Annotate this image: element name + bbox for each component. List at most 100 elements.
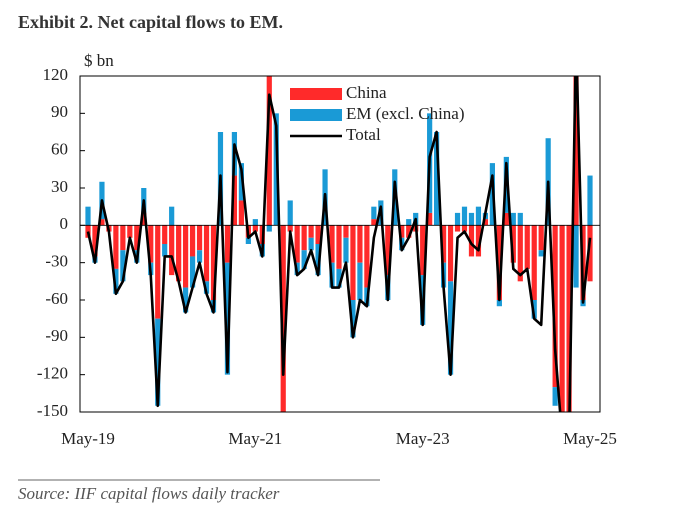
bar bbox=[420, 225, 426, 276]
bar bbox=[134, 225, 140, 251]
bar bbox=[287, 200, 293, 226]
y-tick-label: 60 bbox=[51, 140, 68, 159]
bar bbox=[336, 225, 342, 269]
bar bbox=[559, 225, 565, 412]
chart-title: Exhibit 2. Net capital flows to EM. bbox=[18, 12, 283, 32]
bar bbox=[468, 212, 475, 226]
bar bbox=[287, 225, 293, 232]
source-note: Source: IIF capital flows daily tracker bbox=[18, 484, 280, 503]
bar bbox=[210, 225, 217, 300]
bar bbox=[203, 281, 210, 294]
bar bbox=[252, 219, 258, 226]
bar bbox=[406, 225, 412, 238]
bar bbox=[587, 175, 593, 226]
bar bbox=[343, 225, 349, 238]
bar bbox=[461, 206, 468, 226]
bar bbox=[113, 268, 119, 294]
bar bbox=[162, 225, 168, 244]
bar bbox=[155, 225, 161, 319]
bar bbox=[343, 237, 349, 263]
plot-frame bbox=[79, 75, 601, 413]
bar bbox=[552, 387, 558, 406]
legend-swatch bbox=[290, 109, 342, 121]
bar bbox=[301, 225, 307, 251]
y-tick-label: -60 bbox=[45, 289, 68, 308]
bar bbox=[427, 212, 433, 226]
bar bbox=[127, 225, 133, 238]
bar bbox=[447, 225, 454, 282]
bar bbox=[357, 262, 363, 300]
y-tick-label: 90 bbox=[51, 102, 68, 121]
bar bbox=[385, 225, 391, 276]
bar bbox=[308, 225, 314, 238]
bar bbox=[315, 244, 321, 276]
y-tick-label: -150 bbox=[37, 401, 68, 420]
bar bbox=[148, 225, 154, 263]
bar bbox=[454, 212, 461, 226]
bar bbox=[183, 225, 189, 288]
bar bbox=[475, 225, 482, 257]
bar bbox=[461, 225, 468, 232]
bar bbox=[496, 225, 502, 300]
bar bbox=[440, 225, 447, 263]
legend-label: Total bbox=[346, 125, 381, 144]
bar bbox=[399, 225, 405, 238]
y-tick-label: 120 bbox=[43, 65, 69, 84]
bar bbox=[203, 225, 210, 282]
bar bbox=[371, 206, 377, 220]
bar bbox=[468, 225, 475, 257]
bar bbox=[510, 212, 516, 226]
x-tick-label: May-23 bbox=[396, 429, 450, 448]
x-tick-label: May-25 bbox=[563, 429, 617, 448]
y-tick-label: 0 bbox=[60, 214, 69, 233]
bar bbox=[434, 132, 440, 226]
bar bbox=[169, 225, 175, 276]
bar bbox=[336, 268, 342, 288]
bar bbox=[266, 225, 272, 232]
bar bbox=[538, 250, 544, 257]
bar bbox=[183, 287, 189, 313]
bar bbox=[120, 250, 126, 282]
y-tick-label: -120 bbox=[37, 364, 68, 383]
bar bbox=[364, 225, 370, 288]
bar bbox=[566, 225, 572, 412]
bar bbox=[350, 225, 356, 300]
bar bbox=[196, 250, 203, 263]
bar bbox=[196, 225, 203, 251]
bar bbox=[141, 212, 147, 226]
bar bbox=[162, 244, 168, 257]
bar bbox=[231, 175, 238, 226]
bar bbox=[552, 225, 558, 388]
bar bbox=[510, 225, 516, 263]
bar bbox=[315, 225, 321, 244]
bar bbox=[350, 300, 356, 338]
bar bbox=[538, 225, 544, 251]
bar bbox=[503, 212, 509, 226]
bar bbox=[587, 225, 593, 282]
bar bbox=[92, 225, 98, 257]
bar bbox=[224, 225, 231, 263]
bar bbox=[517, 225, 523, 282]
x-tick-label: May-21 bbox=[228, 429, 282, 448]
legend-label: EM (excl. China) bbox=[346, 104, 465, 123]
y-axis-label: $ bn bbox=[84, 51, 114, 70]
bar bbox=[531, 225, 537, 300]
bar bbox=[308, 237, 314, 251]
y-tick-label: -30 bbox=[45, 252, 68, 271]
bar bbox=[406, 219, 412, 226]
bar bbox=[189, 225, 196, 257]
bar bbox=[120, 225, 126, 251]
plot-area bbox=[80, 76, 600, 412]
bar bbox=[482, 219, 489, 226]
legend-label: China bbox=[346, 83, 387, 102]
bar bbox=[573, 76, 579, 226]
bar bbox=[447, 281, 454, 375]
bar bbox=[357, 225, 363, 263]
bar bbox=[280, 225, 286, 412]
bar bbox=[496, 300, 502, 307]
bar bbox=[238, 200, 244, 226]
y-tick-label: 30 bbox=[51, 177, 68, 196]
bar bbox=[99, 219, 105, 226]
bar bbox=[475, 206, 482, 226]
